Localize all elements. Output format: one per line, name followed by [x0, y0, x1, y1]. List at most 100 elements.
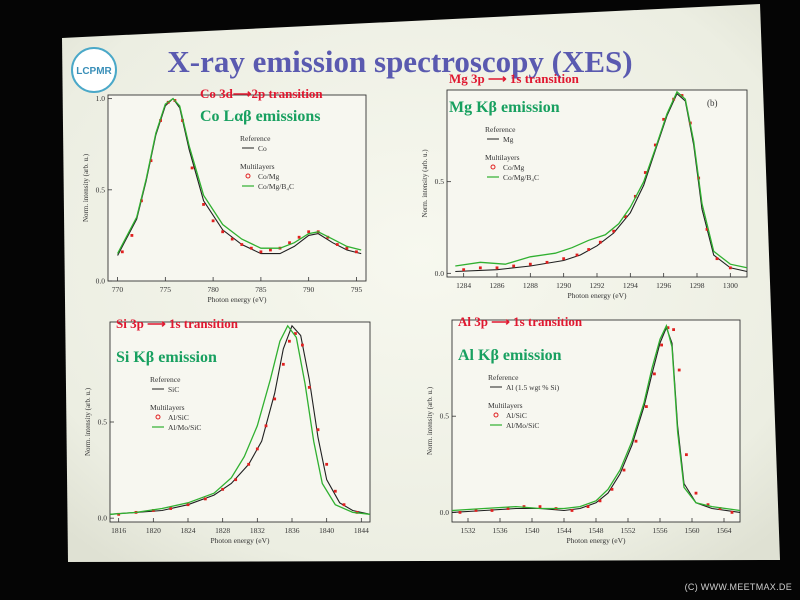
data-point — [333, 489, 337, 493]
data-point — [130, 234, 134, 237]
legend-swatch — [155, 414, 161, 420]
data-point — [490, 509, 494, 512]
logo: LCPMR — [71, 47, 117, 93]
legend-swatch — [493, 412, 499, 418]
data-point — [458, 510, 462, 514]
data-point — [672, 328, 675, 332]
y-tick-label: 1.0 — [96, 94, 106, 103]
series-line — [455, 90, 748, 269]
y-axis-label: Norm. intensity (arb. u.) — [421, 149, 429, 218]
data-point — [234, 478, 238, 482]
legend-item: SiC — [168, 385, 179, 394]
data-point — [273, 397, 277, 401]
data-point — [677, 368, 681, 372]
data-point — [694, 491, 698, 495]
data-point — [715, 257, 719, 261]
data-point — [685, 453, 688, 457]
x-tick-label: 1832 — [250, 526, 265, 535]
data-point — [570, 509, 574, 512]
data-point — [249, 246, 253, 250]
chart-panel-4: 1532 1536 1540 1544 1548 1552 1556 1560 1564 0.0 0… — [426, 314, 741, 545]
data-point — [653, 372, 656, 376]
emission-label: Mg Kβ emission — [449, 99, 560, 116]
x-tick-label: 1564 — [717, 526, 732, 535]
x-axis-label: Photon energy (eV) — [567, 291, 627, 300]
y-tick-label: 0.5 — [440, 412, 450, 421]
data-point — [221, 487, 225, 491]
x-axis-label: Photon energy (eV) — [210, 536, 270, 545]
legend-item: Al/Mo/SiC — [506, 421, 539, 430]
series-line — [109, 324, 371, 515]
data-point — [169, 507, 173, 510]
data-point — [587, 248, 591, 251]
chart-panels: 770 775 780 785 790 795 0.0 0.5 1.0 Photon energy… — [82, 71, 748, 545]
y-tick-label: 0.5 — [98, 418, 108, 427]
legend-title: Reference — [488, 373, 519, 382]
legend-item: Al/SiC — [506, 411, 527, 420]
data-point — [211, 219, 215, 223]
transition-label: Si 3p ⟶ 1s transition — [116, 316, 239, 331]
x-tick-label: 1286 — [490, 281, 505, 290]
x-tick-label: 1288 — [523, 281, 538, 290]
x-axis-label: Photon energy (eV) — [207, 295, 267, 304]
x-tick-label: 1296 — [656, 281, 671, 290]
legend-item: Al (1.5 wgt % Si) — [506, 383, 560, 392]
data-point — [562, 257, 566, 261]
data-point — [730, 510, 734, 514]
y-tick-label: 0.5 — [435, 177, 445, 186]
legend-item: Co — [258, 144, 267, 153]
x-tick-label: 1292 — [590, 281, 605, 290]
x-axis-label: Photon energy (eV) — [566, 536, 626, 545]
data-point — [240, 243, 244, 246]
slide-title: X-ray emission spectroscopy (XES) — [167, 44, 632, 79]
x-tick-label: 780 — [207, 285, 219, 294]
data-point — [538, 505, 542, 509]
transition-label: Mg 3p ⟶ 1s transition — [449, 71, 580, 86]
y-tick-label: 0.0 — [98, 514, 108, 523]
legend-title: Multilayers — [488, 401, 523, 410]
y-tick-label: 0.0 — [96, 277, 106, 286]
data-point — [307, 230, 311, 234]
watermark: (C) WWW.MEETMAX.DE — [684, 582, 792, 592]
data-point — [288, 241, 291, 245]
y-axis-label: Norm. intensity (arb. u.) — [426, 386, 434, 455]
series-line — [117, 97, 362, 254]
plot-frame — [446, 89, 748, 278]
legend-title: Reference — [485, 125, 516, 134]
x-tick-label: 1294 — [623, 281, 638, 290]
plot-frame — [109, 321, 371, 523]
x-tick-label: 1300 — [723, 281, 738, 290]
data-point — [288, 339, 291, 343]
data-point — [264, 424, 268, 428]
data-point — [355, 250, 358, 254]
data-point — [666, 326, 670, 330]
legend-title: Multilayers — [485, 153, 520, 162]
data-point — [718, 507, 722, 510]
data-point — [586, 505, 590, 509]
x-tick-label: 770 — [112, 285, 124, 294]
legend-swatch — [490, 164, 496, 170]
data-point — [506, 507, 510, 510]
data-point — [259, 250, 263, 254]
y-tick-label: 0.5 — [96, 185, 106, 194]
legend-item: Al/SiC — [168, 413, 189, 422]
data-point — [186, 503, 190, 507]
data-point — [662, 117, 666, 121]
y-axis-label: Norm. intensity (arb. u.) — [82, 153, 90, 222]
data-point — [643, 171, 647, 174]
series-line — [109, 324, 371, 515]
data-point — [545, 260, 549, 264]
data-point — [495, 266, 499, 270]
x-tick-label: 1828 — [215, 526, 230, 535]
x-tick-label: 1298 — [690, 281, 705, 290]
legend-title: Multilayers — [240, 162, 275, 171]
x-tick-label: 1836 — [285, 526, 300, 535]
x-tick-label: 1556 — [653, 526, 668, 535]
data-point — [660, 343, 663, 347]
data-point — [316, 428, 320, 432]
panel-tag: (b) — [707, 98, 718, 108]
x-tick-label: 1536 — [493, 526, 508, 535]
x-tick-label: 775 — [160, 285, 172, 294]
data-point — [307, 385, 311, 389]
data-point — [598, 240, 602, 244]
